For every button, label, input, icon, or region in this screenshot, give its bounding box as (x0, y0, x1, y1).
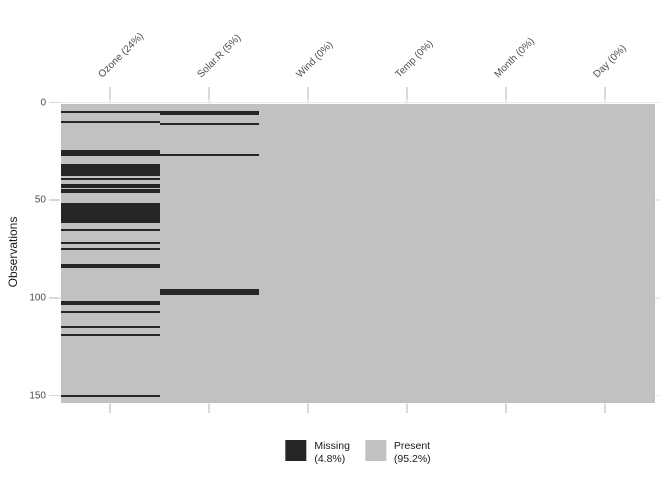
y-axis-tick-label: 150 (29, 390, 46, 402)
y-axis-tick (49, 394, 59, 397)
x-axis-label-wind: Wind (0%) (294, 39, 336, 81)
missing-band (60, 203, 160, 223)
missing-band (159, 111, 259, 116)
missing-band (60, 242, 160, 245)
missing-band (60, 228, 160, 231)
missing-band (159, 154, 259, 157)
legend-present-pct: (95.2%) (393, 452, 431, 465)
grid-hline (57, 101, 660, 104)
missing-band (60, 177, 160, 180)
x-axis-tick-bottom (505, 404, 507, 413)
column-month (456, 103, 556, 403)
missing-band (60, 248, 160, 251)
missing-band (60, 189, 160, 194)
column-ozone (60, 103, 160, 403)
y-axis-title: Observations (6, 216, 20, 288)
missing-band (60, 300, 160, 305)
missing-band (60, 334, 160, 337)
missing-band (60, 310, 160, 313)
missing-band (60, 263, 160, 268)
legend-missing-pct: (4.8%) (314, 452, 346, 465)
y-axis-tick (49, 101, 59, 104)
column-temp (357, 103, 457, 403)
x-axis-label-day: Day (0%) (591, 43, 629, 81)
x-axis-tick-bottom (109, 404, 111, 413)
missing-band (159, 123, 259, 125)
column-day (555, 103, 655, 403)
x-axis-label-temp: Temp (0%) (393, 38, 436, 81)
x-axis-tick-top (307, 86, 309, 99)
missing-swatch (285, 440, 307, 461)
missing-band (60, 183, 160, 188)
missing-band (159, 289, 259, 295)
legend-item-present: Present (95.2%) (364, 440, 431, 465)
missing-band (60, 121, 160, 124)
x-axis-tick-bottom (604, 404, 606, 413)
x-axis-label-ozone: Ozone (24%) (96, 30, 146, 81)
y-axis-tick-label: 100 (29, 292, 46, 304)
missing-band (60, 164, 160, 176)
column-wind (258, 103, 358, 403)
y-axis-tick-label: 50 (34, 194, 46, 206)
column-solar.r (159, 103, 259, 403)
present-swatch (364, 440, 386, 461)
x-axis-tick-top (109, 86, 111, 99)
legend-item-missing: Missing (4.8%) (285, 440, 350, 465)
missing-band (60, 326, 160, 329)
legend: Missing (4.8%) Present (95.2%) (285, 440, 431, 465)
y-axis-tick (49, 297, 59, 299)
x-axis-label-solar.r: Solar.R (5%) (195, 32, 244, 81)
y-axis-tick-label: 0 (40, 97, 46, 109)
x-axis-tick-top (505, 86, 507, 99)
x-axis-tick-bottom (307, 404, 309, 413)
x-axis-tick-top (604, 86, 606, 99)
x-axis-tick-bottom (208, 404, 210, 413)
x-axis-tick-top (208, 86, 210, 99)
x-axis-label-month: Month (0%) (492, 35, 537, 81)
x-axis-tick-top (406, 86, 408, 99)
legend-missing-label: Missing (314, 440, 350, 452)
missing-band (60, 150, 160, 157)
y-axis-tick (49, 199, 59, 201)
missing-band (60, 111, 160, 114)
x-axis-tick-bottom (406, 404, 408, 413)
legend-missing-text: Missing (4.8%) (314, 440, 350, 465)
legend-present-text: Present (95.2%) (394, 440, 431, 465)
legend-present-label: Present (393, 440, 431, 452)
missing-band (60, 394, 160, 397)
